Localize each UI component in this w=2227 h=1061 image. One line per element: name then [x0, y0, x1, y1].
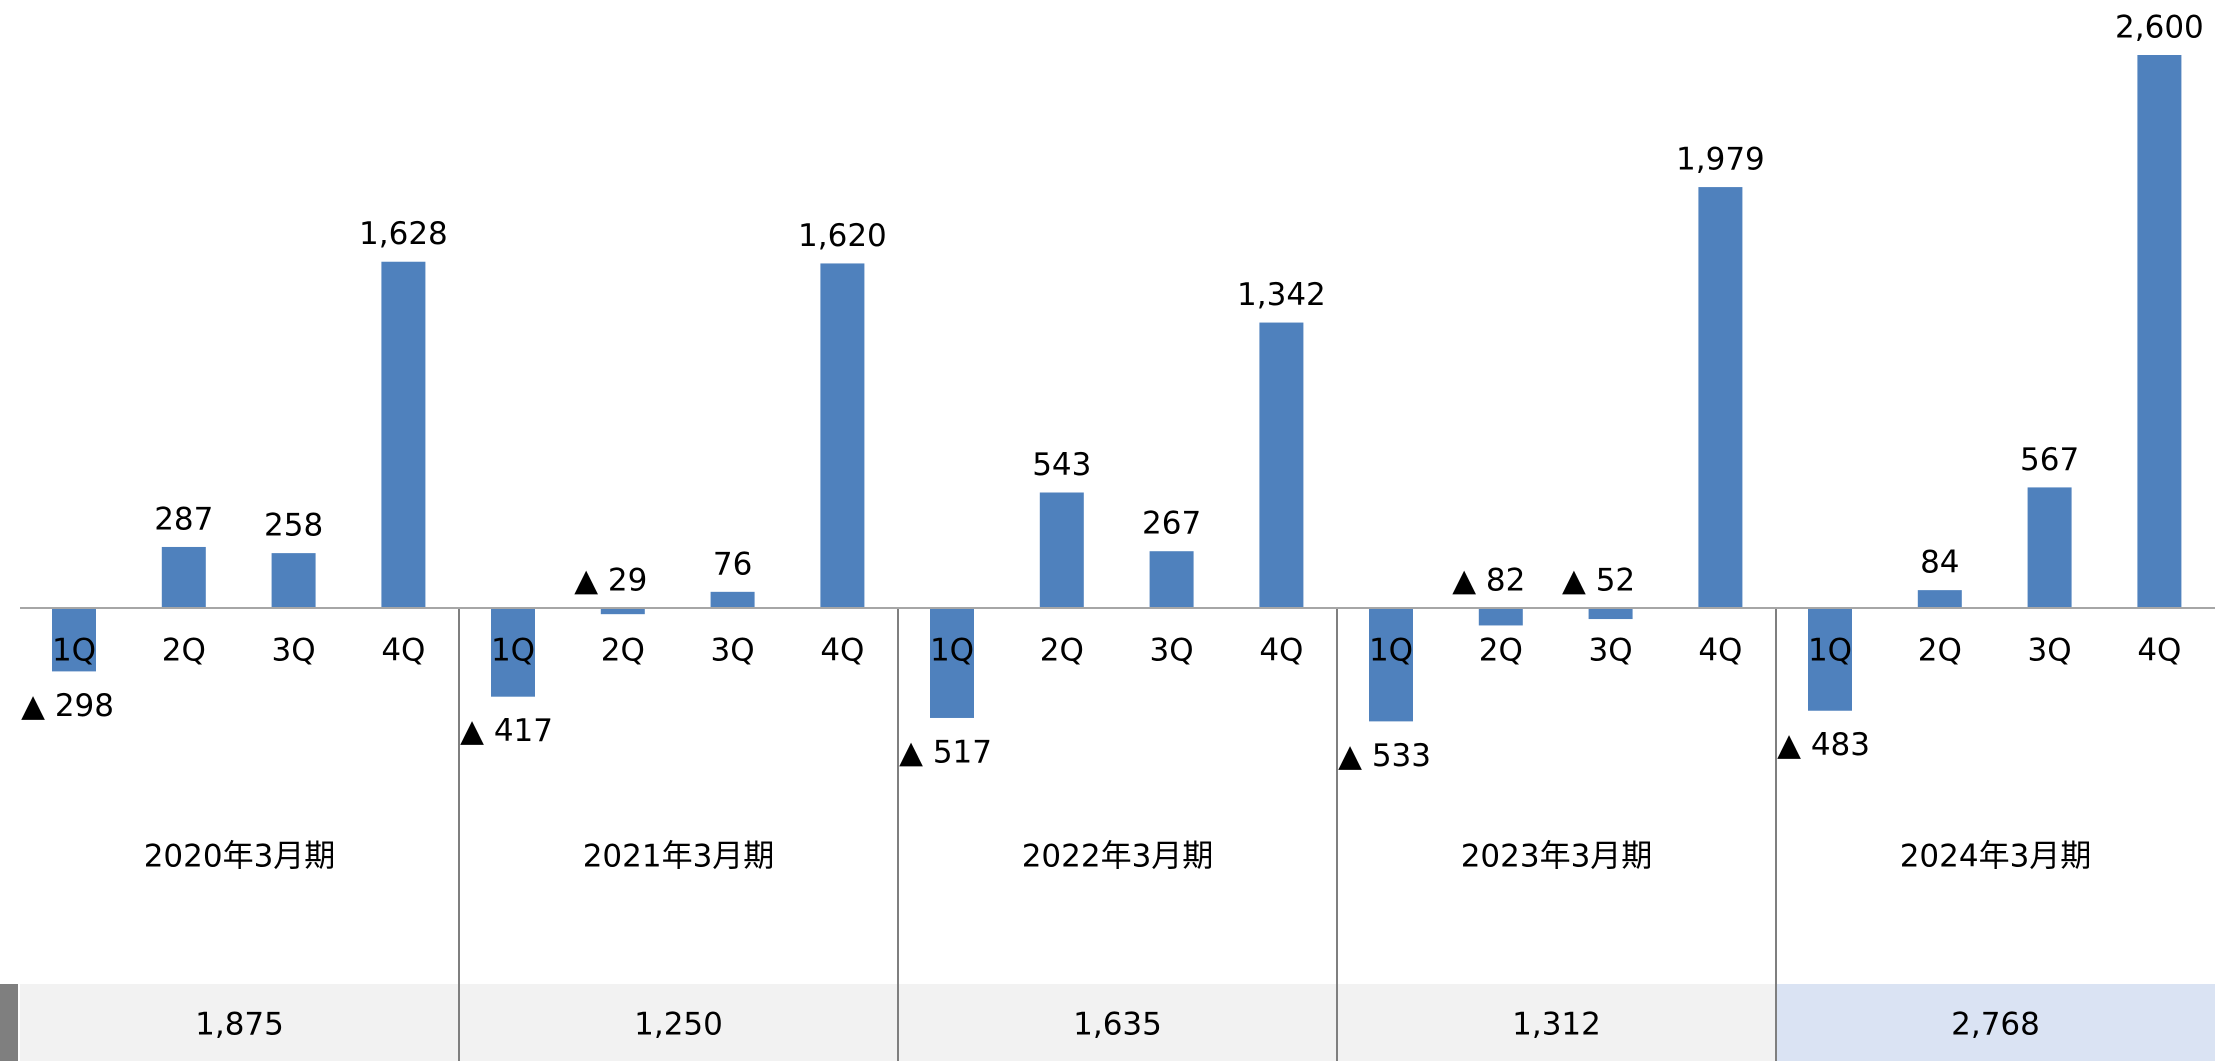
value-label: ▲ 533 — [1338, 738, 1431, 774]
x-tick-label: 4Q — [820, 633, 864, 669]
bar — [2137, 55, 2182, 608]
value-label: ▲ 483 — [1777, 727, 1870, 763]
x-tick-label: 2Q — [162, 633, 206, 669]
value-label: ▲ 82 — [1452, 563, 1525, 599]
total-cell — [1776, 984, 2215, 1061]
total-cell — [459, 984, 898, 1061]
value-label: 567 — [2020, 442, 2079, 478]
bar — [930, 608, 974, 718]
total-cell — [1337, 984, 1776, 1061]
x-tick-label: 3Q — [1150, 633, 1194, 669]
x-tick-label: 2Q — [1040, 633, 1084, 669]
bar — [1917, 590, 1962, 608]
group-label: 2022年3月期 — [1022, 839, 1214, 875]
group-label: 2024年3月期 — [1900, 839, 2092, 875]
total-row-marker — [0, 984, 18, 1061]
value-label: 258 — [264, 508, 323, 544]
value-label: 1,342 — [1237, 277, 1326, 313]
x-tick-label: 1Q — [930, 633, 974, 669]
x-tick-label: 4Q — [1259, 633, 1303, 669]
value-label: ▲ 52 — [1562, 563, 1635, 599]
bar — [381, 261, 426, 608]
x-tick-label: 2Q — [1918, 633, 1962, 669]
group-label: 2023年3月期 — [1461, 839, 1653, 875]
value-label: 1,628 — [359, 216, 448, 252]
bar — [820, 263, 865, 608]
bar — [1369, 608, 1413, 722]
bar — [1149, 551, 1194, 608]
x-tick-label: 3Q — [272, 633, 316, 669]
bar — [1039, 492, 1084, 608]
bar — [600, 608, 645, 615]
value-label: 84 — [1920, 545, 1959, 581]
x-tick-label: 3Q — [711, 633, 755, 669]
x-tick-label: 1Q — [52, 633, 96, 669]
value-label: ▲ 517 — [899, 734, 992, 770]
x-tick-label: 4Q — [1698, 633, 1742, 669]
value-label: 287 — [154, 501, 213, 537]
total-value: 1,312 — [1512, 1007, 1601, 1043]
bar — [161, 546, 206, 608]
value-label: ▲ 29 — [574, 563, 647, 599]
x-tick-label: 2Q — [1479, 633, 1523, 669]
bar — [1698, 187, 1743, 609]
value-label: 543 — [1032, 447, 1091, 483]
x-tick-label: 3Q — [2028, 633, 2072, 669]
total-value: 1,250 — [634, 1007, 723, 1043]
value-label: 1,979 — [1676, 142, 1765, 178]
value-label: ▲ 417 — [460, 713, 553, 749]
bar — [1808, 608, 1852, 711]
bar — [710, 591, 755, 608]
x-tick-label: 3Q — [1589, 633, 1633, 669]
value-label: 267 — [1142, 506, 1201, 542]
value-label: 2,600 — [2115, 10, 2204, 46]
value-label: ▲ 298 — [21, 688, 114, 724]
bar — [271, 553, 316, 608]
total-value: 1,875 — [195, 1007, 284, 1043]
value-label: 76 — [713, 546, 752, 582]
bar — [1478, 608, 1523, 626]
value-label: 1,620 — [798, 218, 887, 254]
bar — [491, 608, 535, 697]
total-value: 2,768 — [1951, 1007, 2040, 1043]
x-tick-label: 1Q — [1808, 633, 1852, 669]
x-tick-label: 2Q — [601, 633, 645, 669]
bar — [1259, 322, 1304, 608]
x-tick-label: 1Q — [491, 633, 535, 669]
group-label: 2020年3月期 — [144, 839, 336, 875]
bar — [1588, 608, 1633, 620]
bar — [52, 608, 96, 672]
bar — [2027, 487, 2072, 608]
total-cell — [20, 984, 459, 1061]
x-tick-label: 4Q — [381, 633, 425, 669]
total-value: 1,635 — [1073, 1007, 1162, 1043]
total-cell — [898, 984, 1337, 1061]
x-tick-label: 4Q — [2137, 633, 2181, 669]
group-label: 2021年3月期 — [583, 839, 775, 875]
x-tick-label: 1Q — [1369, 633, 1413, 669]
